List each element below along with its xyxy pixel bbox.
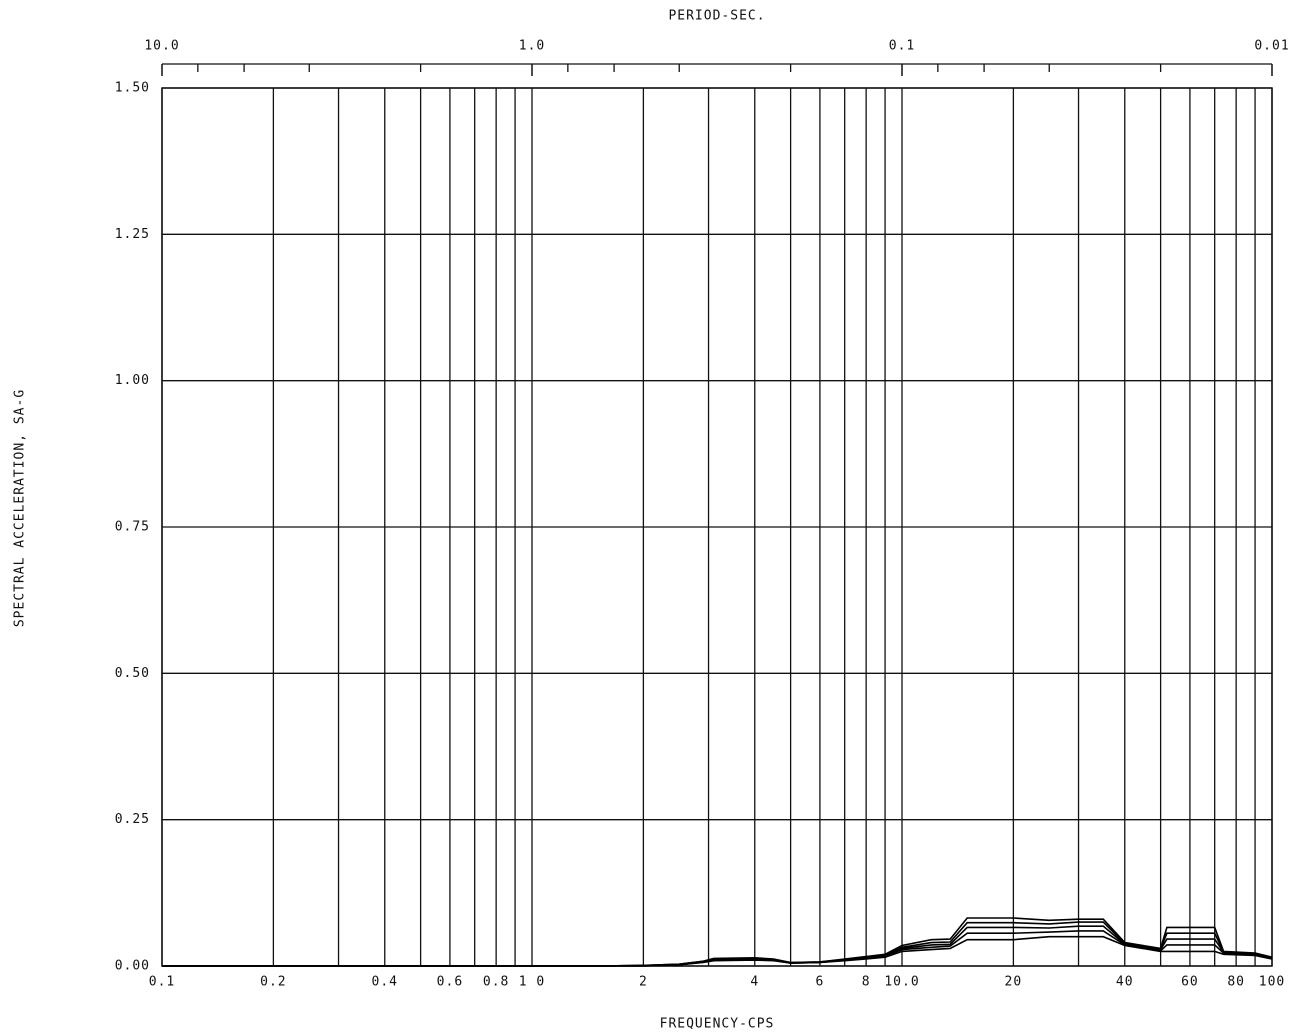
- x-tick-label: 20: [1005, 975, 1023, 990]
- x2-tick-label: 1.0: [519, 39, 545, 54]
- x-tick-label: 100: [1259, 975, 1285, 990]
- x-tick-label: 6: [816, 975, 825, 990]
- y-tick-label: 0.00: [115, 959, 150, 974]
- x-tick-label: 80: [1227, 975, 1245, 990]
- x-tick-label: 10.0: [884, 975, 919, 990]
- x-tick-label: 0.8: [483, 975, 509, 990]
- y-tick-label: 0.50: [115, 666, 150, 681]
- y-tick-label: 1.00: [115, 373, 150, 388]
- x-tick-label: 4: [750, 975, 759, 990]
- x-tick-label: 1 0: [519, 975, 545, 990]
- y-tick-label: 1.25: [115, 227, 150, 242]
- x2-tick-label: 10.0: [144, 39, 179, 54]
- y-tick-label: 0.25: [115, 812, 150, 827]
- x2-tick-label: 0.1: [889, 39, 915, 54]
- x-tick-label: 60: [1181, 975, 1199, 990]
- series-line: [162, 935, 1273, 967]
- x-axis-label: FREQUENCY-CPS: [660, 1017, 775, 1032]
- x-tick-label: 0.1: [149, 975, 175, 990]
- y-axis-label: SPECTRAL ACCELERATION, SA-G: [13, 389, 28, 627]
- x-tick-label: 0.6: [437, 975, 463, 990]
- x-tick-label: 0.2: [260, 975, 286, 990]
- y-tick-label: 1.50: [115, 81, 150, 96]
- x-tick-label: 2: [639, 975, 648, 990]
- chart-title: PERIOD-SEC.: [668, 9, 765, 24]
- y-tick-label: 0.75: [115, 520, 150, 535]
- x-tick-label: 40: [1116, 975, 1134, 990]
- x-tick-label: 8: [862, 975, 871, 990]
- x2-tick-label: 0.01: [1254, 39, 1289, 54]
- x-tick-label: 0.4: [372, 975, 398, 990]
